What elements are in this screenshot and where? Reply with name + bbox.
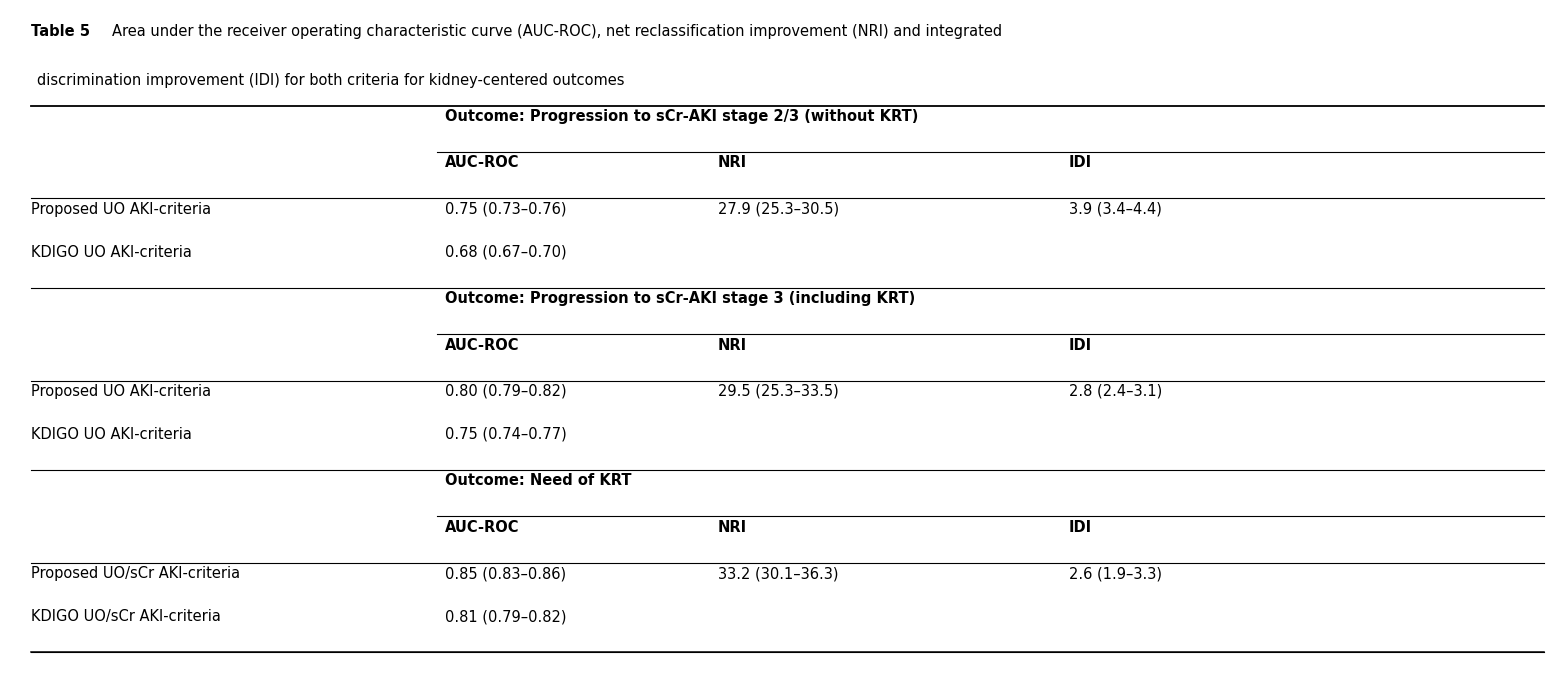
Text: 0.75 (0.73–0.76): 0.75 (0.73–0.76) bbox=[445, 202, 566, 217]
Text: NRI: NRI bbox=[718, 155, 747, 170]
Text: KDIGO UO AKI-criteria: KDIGO UO AKI-criteria bbox=[31, 427, 192, 442]
Text: Outcome: Progression to sCr-AKI stage 2/3 (without KRT): Outcome: Progression to sCr-AKI stage 2/… bbox=[445, 109, 917, 124]
Text: AUC-ROC: AUC-ROC bbox=[445, 155, 519, 170]
Text: Area under the receiver operating characteristic curve (AUC-ROC), net reclassifi: Area under the receiver operating charac… bbox=[112, 24, 1003, 39]
Text: AUC-ROC: AUC-ROC bbox=[445, 520, 519, 535]
Text: 2.8 (2.4–3.1): 2.8 (2.4–3.1) bbox=[1069, 384, 1162, 399]
Text: IDI: IDI bbox=[1069, 155, 1092, 170]
Text: Outcome: Progression to sCr-AKI stage 3 (including KRT): Outcome: Progression to sCr-AKI stage 3 … bbox=[445, 291, 914, 306]
Text: discrimination improvement (IDI) for both criteria for kidney-centered outcomes: discrimination improvement (IDI) for bot… bbox=[37, 73, 626, 88]
Text: IDI: IDI bbox=[1069, 338, 1092, 353]
Text: 0.80 (0.79–0.82): 0.80 (0.79–0.82) bbox=[445, 384, 566, 399]
Text: Proposed UO AKI-criteria: Proposed UO AKI-criteria bbox=[31, 202, 211, 217]
Text: Proposed UO/sCr AKI-criteria: Proposed UO/sCr AKI-criteria bbox=[31, 566, 240, 581]
Text: NRI: NRI bbox=[718, 520, 747, 535]
Text: 0.68 (0.67–0.70): 0.68 (0.67–0.70) bbox=[445, 245, 566, 260]
Text: Outcome: Need of KRT: Outcome: Need of KRT bbox=[445, 473, 632, 488]
Text: 29.5 (25.3–33.5): 29.5 (25.3–33.5) bbox=[718, 384, 838, 399]
Text: IDI: IDI bbox=[1069, 520, 1092, 535]
Text: KDIGO UO/sCr AKI-criteria: KDIGO UO/sCr AKI-criteria bbox=[31, 609, 222, 624]
Text: 2.6 (1.9–3.3): 2.6 (1.9–3.3) bbox=[1069, 566, 1162, 581]
Text: KDIGO UO AKI-criteria: KDIGO UO AKI-criteria bbox=[31, 245, 192, 260]
Text: NRI: NRI bbox=[718, 338, 747, 353]
Text: 33.2 (30.1–36.3): 33.2 (30.1–36.3) bbox=[718, 566, 838, 581]
Text: 27.9 (25.3–30.5): 27.9 (25.3–30.5) bbox=[718, 202, 839, 217]
Text: 0.85 (0.83–0.86): 0.85 (0.83–0.86) bbox=[445, 566, 566, 581]
Text: 3.9 (3.4–4.4): 3.9 (3.4–4.4) bbox=[1069, 202, 1162, 217]
Text: AUC-ROC: AUC-ROC bbox=[445, 338, 519, 353]
Text: 0.81 (0.79–0.82): 0.81 (0.79–0.82) bbox=[445, 609, 566, 624]
Text: Proposed UO AKI-criteria: Proposed UO AKI-criteria bbox=[31, 384, 211, 399]
Text: Table 5: Table 5 bbox=[31, 24, 90, 39]
Text: 0.75 (0.74–0.77): 0.75 (0.74–0.77) bbox=[445, 427, 566, 442]
